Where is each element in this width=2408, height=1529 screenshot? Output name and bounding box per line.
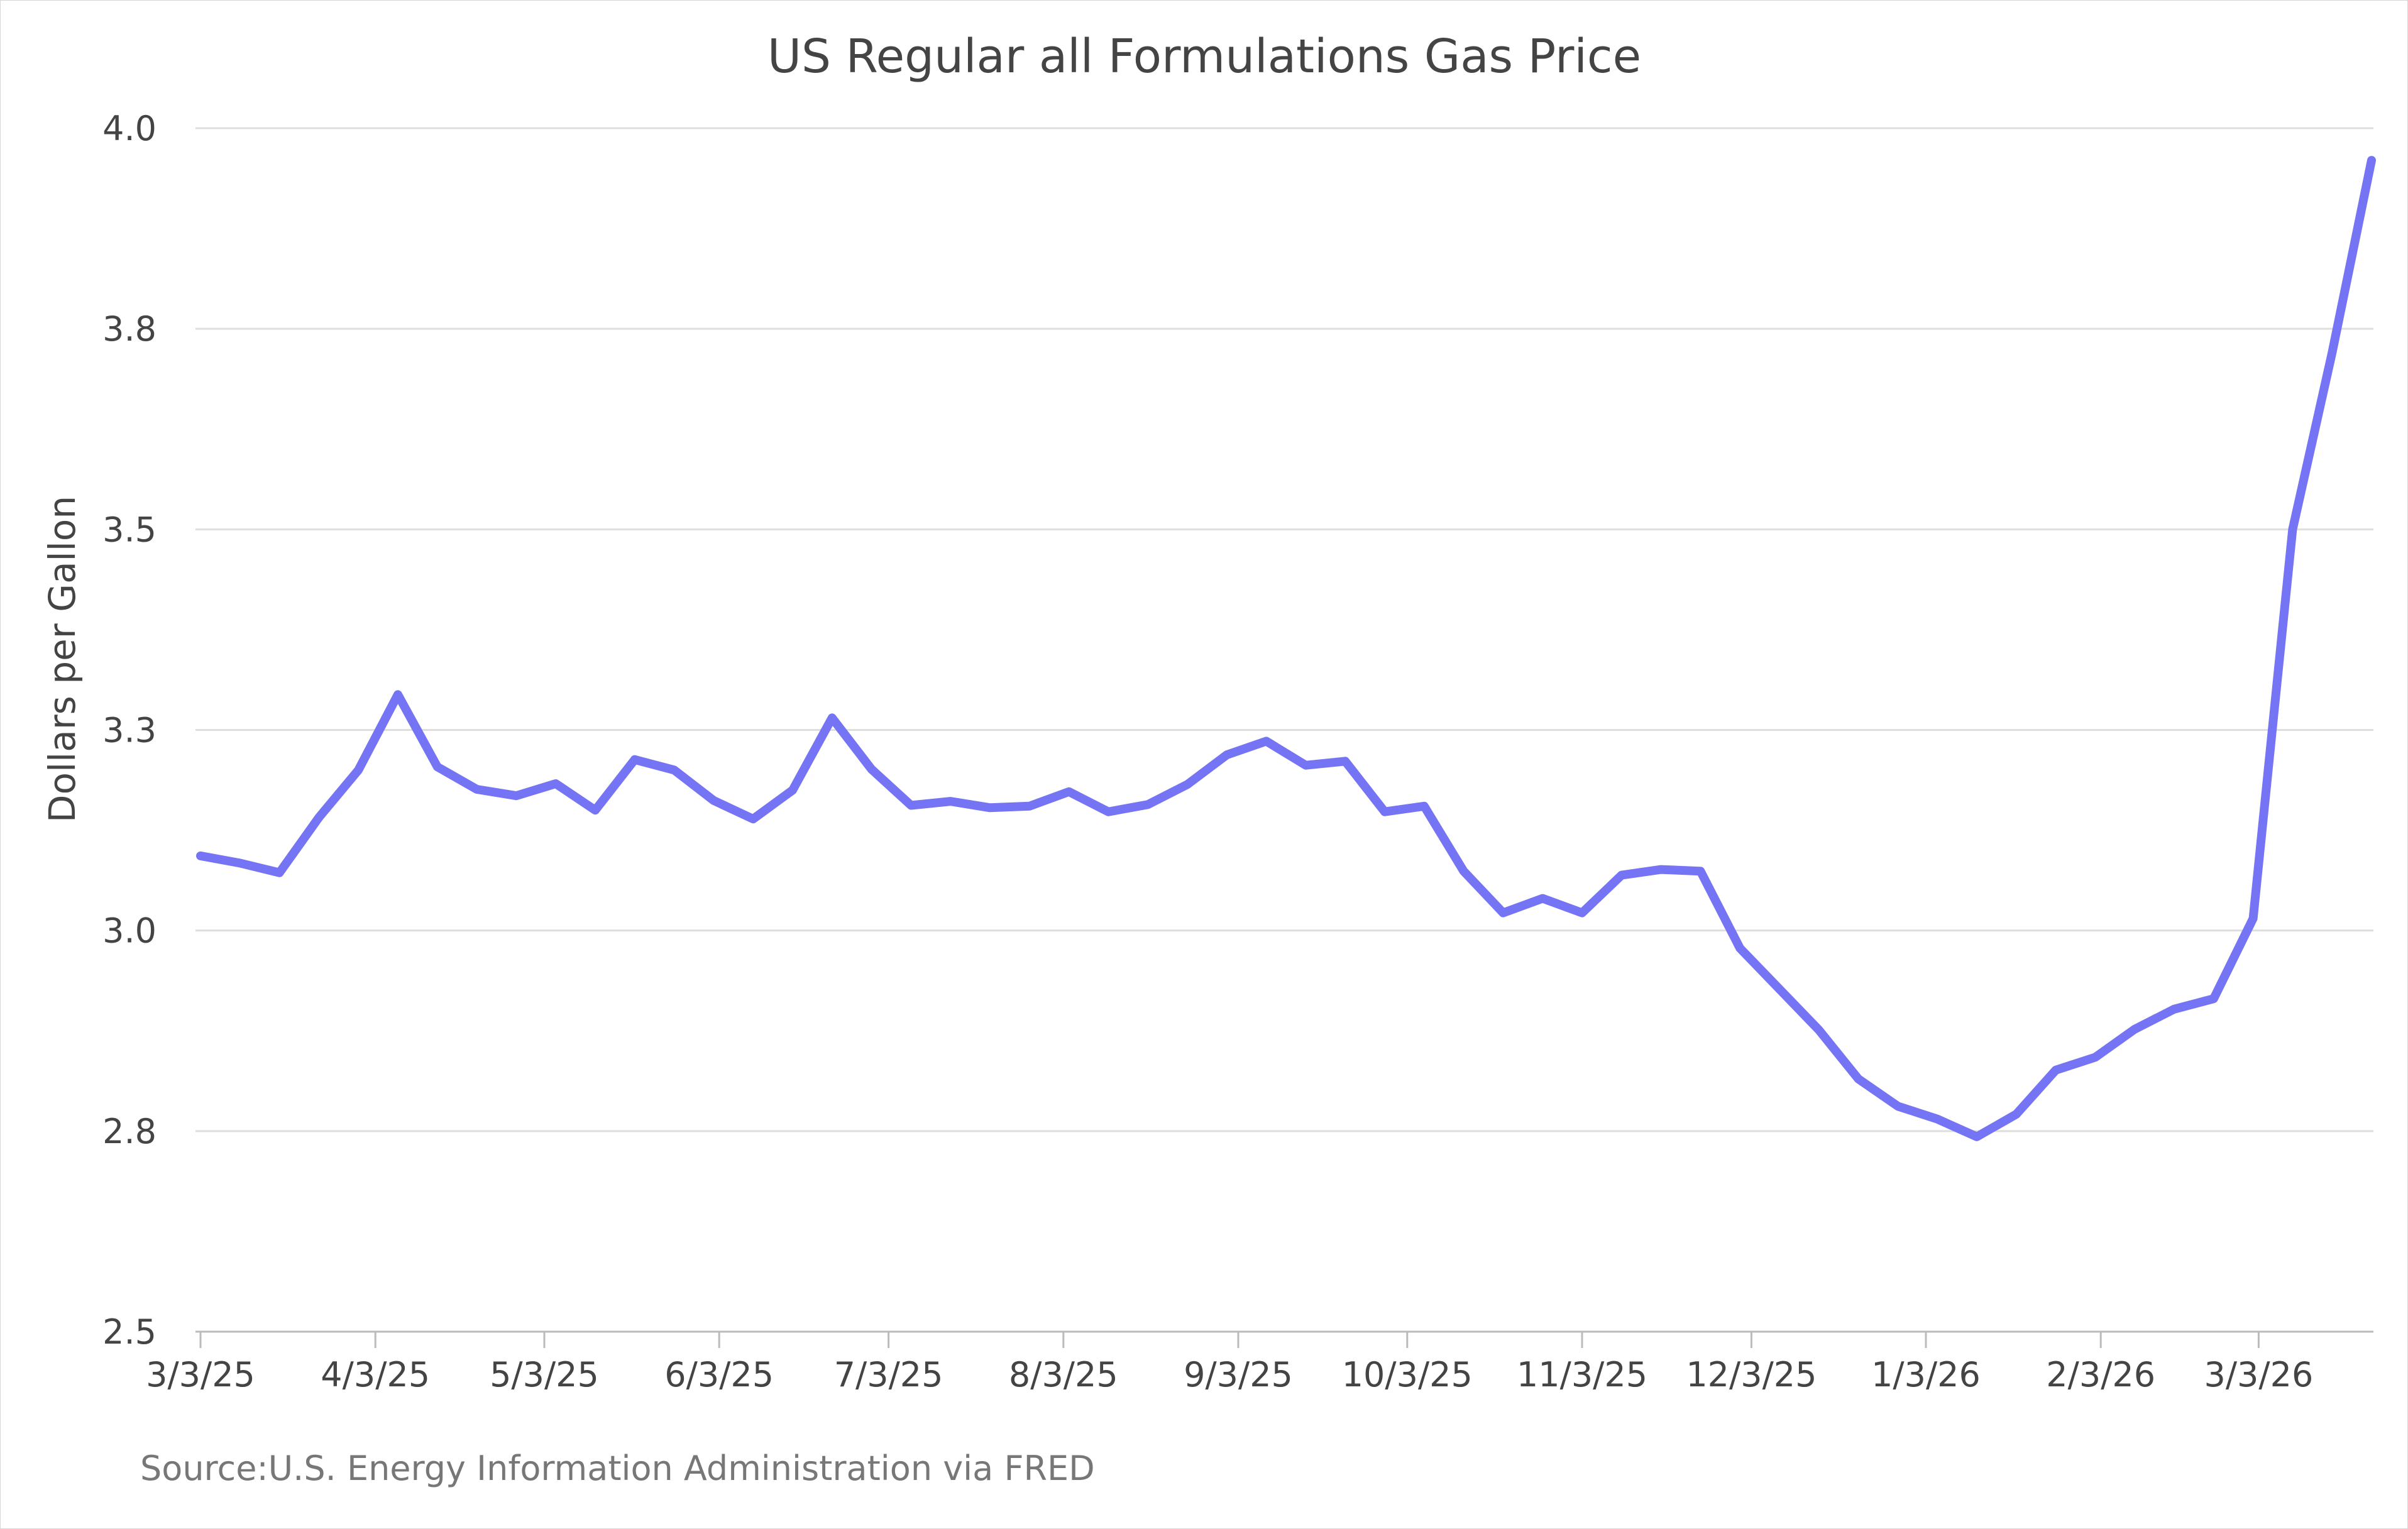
x-tick-label: 2/3/26 — [2046, 1355, 2155, 1395]
x-tick-label: 1/3/26 — [1871, 1355, 1981, 1395]
x-tick-label: 8/3/25 — [1009, 1355, 1118, 1395]
x-tick-label: 7/3/25 — [834, 1355, 943, 1395]
y-axis-title: Dollars per Gallon — [41, 496, 84, 823]
y-axis-tick-labels: 2.5 2.8 3.0 3.3 3.5 3.8 4.0 — [102, 109, 157, 1352]
y-tick-label: 2.8 — [102, 1112, 157, 1151]
y-tick-label: 3.0 — [102, 911, 157, 951]
x-tick-label: 4/3/25 — [321, 1355, 430, 1395]
y-tick-label: 4.0 — [102, 109, 157, 148]
x-tick-label: 6/3/25 — [664, 1355, 774, 1395]
x-tick-label: 11/3/25 — [1517, 1355, 1647, 1395]
x-tick-label: 12/3/25 — [1686, 1355, 1817, 1395]
x-axis-ticks: 3/3/25 4/3/25 5/3/25 6/3/25 7/3/25 8/3/25 9/3/… — [146, 1332, 2313, 1395]
x-tick-label: 5/3/25 — [490, 1355, 599, 1395]
chart-title: US Regular all Formulations Gas Price — [767, 30, 1641, 84]
series-layer — [196, 156, 2376, 1141]
x-tick-label: 9/3/25 — [1184, 1355, 1293, 1395]
y-tick-label: 3.5 — [102, 510, 157, 549]
series-line — [196, 156, 2376, 1141]
source-note: Source:U.S. Energy Information Administr… — [140, 1449, 1095, 1488]
grid-lines — [195, 127, 2373, 1132]
x-tick-label: 3/3/26 — [2204, 1355, 2313, 1395]
y-tick-label: 3.3 — [102, 711, 157, 750]
y-tick-label: 2.5 — [102, 1312, 157, 1352]
x-tick-label: 10/3/25 — [1342, 1355, 1473, 1395]
y-tick-label: 3.8 — [102, 309, 157, 349]
x-tick-label: 3/3/25 — [146, 1355, 255, 1395]
